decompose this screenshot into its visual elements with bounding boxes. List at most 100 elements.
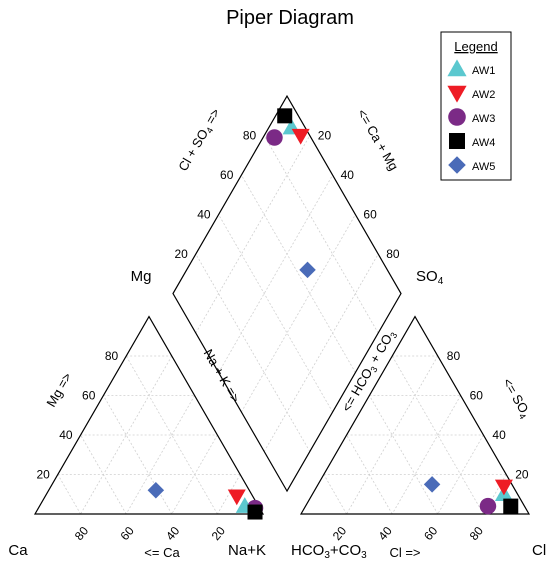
axis-label-mg: Mg =>	[43, 370, 74, 409]
chart-title: Piper Diagram	[226, 7, 354, 29]
tick-label-so4: 60	[470, 389, 484, 403]
tick-label-so4: 40	[492, 428, 506, 442]
axis-label-ca-mg: <= Ca + Mg	[354, 106, 401, 173]
legend-marker-aw4	[449, 133, 465, 149]
legend: Legend AW1 AW2 AW3 AW4 AW5	[440, 31, 512, 181]
anion-grid-line	[323, 474, 347, 515]
point-anion-aw5	[423, 476, 441, 493]
tick-labels: 20 20 20 20 20 20 40 40 40 40 40 40 60 60 60 60 60 60 80 80…	[36, 129, 528, 543]
tick-label-mg: 20	[36, 468, 50, 482]
corner-label-mg: Mg	[131, 268, 152, 285]
tick-label-cl: 60	[421, 524, 441, 543]
anion-grid-line	[391, 395, 461, 515]
legend-entry-aw2: AW2	[447, 85, 495, 103]
anion-grid-line	[437, 434, 484, 515]
point-diamond-aw2	[291, 128, 310, 145]
legend-entry-aw5: AW5	[448, 156, 495, 174]
corner-label-cl: Cl	[532, 542, 546, 559]
diamond-frame	[172, 94, 402, 493]
legend-entry-aw3: AW3	[448, 108, 495, 126]
axis-label-hco3-co3: <= HCO3 + CO3	[339, 327, 400, 415]
tick-label-mg: 60	[82, 389, 96, 403]
corner-label-na-k: Na+K	[228, 542, 266, 559]
corner-label-ca: Ca	[8, 542, 28, 559]
tick-label-cl: 40	[375, 524, 395, 543]
axis-label-na-k: Na + K =>	[201, 346, 243, 405]
legend-label-aw3: AW3	[472, 113, 495, 125]
legend-label-aw4: AW4	[472, 137, 495, 149]
cation-triangle-frame	[33, 315, 265, 515]
triangle-and-diamond-frames	[33, 94, 531, 515]
cation-grid-line	[57, 474, 81, 515]
tick-label-mg: 40	[59, 428, 73, 442]
legend-title: Legend	[454, 39, 497, 54]
tick-label-ca-mg: 80	[386, 247, 400, 261]
diamond-grid-line	[263, 253, 379, 452]
point-diamond-aw3	[266, 129, 283, 146]
tick-label-cl-so4: 80	[243, 129, 257, 143]
diamond-grid-line	[218, 214, 333, 413]
point-cation-aw4	[247, 504, 263, 520]
axis-label-ca: <= Ca	[144, 545, 180, 560]
tick-label-ca-mg: 40	[341, 168, 355, 182]
legend-marker-aw5	[448, 156, 466, 174]
axis-label-so4: <= SO4	[498, 376, 534, 421]
cation-grid-line	[125, 355, 218, 515]
axis-label-cl-so4: Cl + SO4 =>	[175, 106, 225, 175]
axis-label-cl: Cl =>	[389, 545, 420, 560]
legend-label-aw2: AW2	[472, 89, 495, 101]
anion-grid-line	[346, 434, 393, 515]
corner-label-hco3-co3: HCO3+CO3	[291, 542, 367, 561]
diamond-grid-line	[195, 253, 311, 452]
tick-label-ca-mg: 20	[318, 129, 332, 143]
tick-label-cl-so4: 20	[174, 247, 188, 261]
tick-label-mg: 80	[105, 349, 119, 363]
anion-grid-line	[391, 355, 484, 515]
diamond-grid-line	[218, 174, 333, 373]
legend-entry-aw1: AW1	[447, 59, 495, 77]
tick-label-cl-so4: 60	[220, 168, 234, 182]
tick-label-cl: 80	[467, 524, 487, 543]
corner-label-so4: SO4	[416, 268, 444, 287]
legend-marker-aw1	[447, 59, 467, 77]
diamond-grid-line	[241, 174, 356, 373]
legend-entry-aw4: AW4	[449, 133, 495, 149]
point-anion-aw3	[479, 497, 497, 515]
point-diamond-aw4	[277, 108, 293, 124]
grid-lines	[57, 135, 507, 515]
legend-label-aw5: AW5	[472, 161, 495, 173]
cation-grid-line	[171, 434, 218, 515]
cation-grid-line	[125, 395, 195, 515]
data-points	[147, 108, 519, 520]
legend-box	[440, 31, 512, 181]
legend-items: AW1 AW2 AW3 AW4 AW5	[447, 59, 495, 174]
legend-marker-aw3	[448, 108, 466, 126]
anion-grid-line	[346, 355, 439, 515]
tick-label-so4: 20	[515, 468, 529, 482]
legend-label-aw1: AW1	[472, 65, 495, 77]
legend-marker-aw2	[447, 85, 467, 103]
tick-label-ca: 40	[163, 524, 183, 543]
tick-label-ca: 20	[209, 524, 229, 543]
diamond-grid-line	[241, 214, 356, 413]
point-cation-aw5	[147, 482, 165, 499]
anion-triangle-frame	[299, 315, 531, 515]
point-diamond-aw5	[299, 261, 316, 279]
tick-label-cl: 20	[330, 524, 350, 543]
tick-label-ca-mg: 60	[363, 208, 377, 222]
tick-label-ca: 60	[117, 524, 137, 543]
diamond-grid-line	[263, 135, 379, 334]
cation-grid-line	[217, 474, 241, 515]
cation-grid-line	[80, 355, 173, 515]
tick-label-ca: 80	[72, 524, 92, 543]
tick-label-so4: 80	[447, 349, 461, 363]
point-anion-aw4	[503, 498, 519, 514]
point-cation-aw2	[227, 489, 246, 506]
tick-label-cl-so4: 40	[197, 208, 211, 222]
anion-grid-line	[369, 395, 439, 515]
diamond-grid-line	[195, 135, 311, 334]
point-anion-aw2	[494, 479, 513, 496]
cation-grid-line	[80, 434, 127, 515]
